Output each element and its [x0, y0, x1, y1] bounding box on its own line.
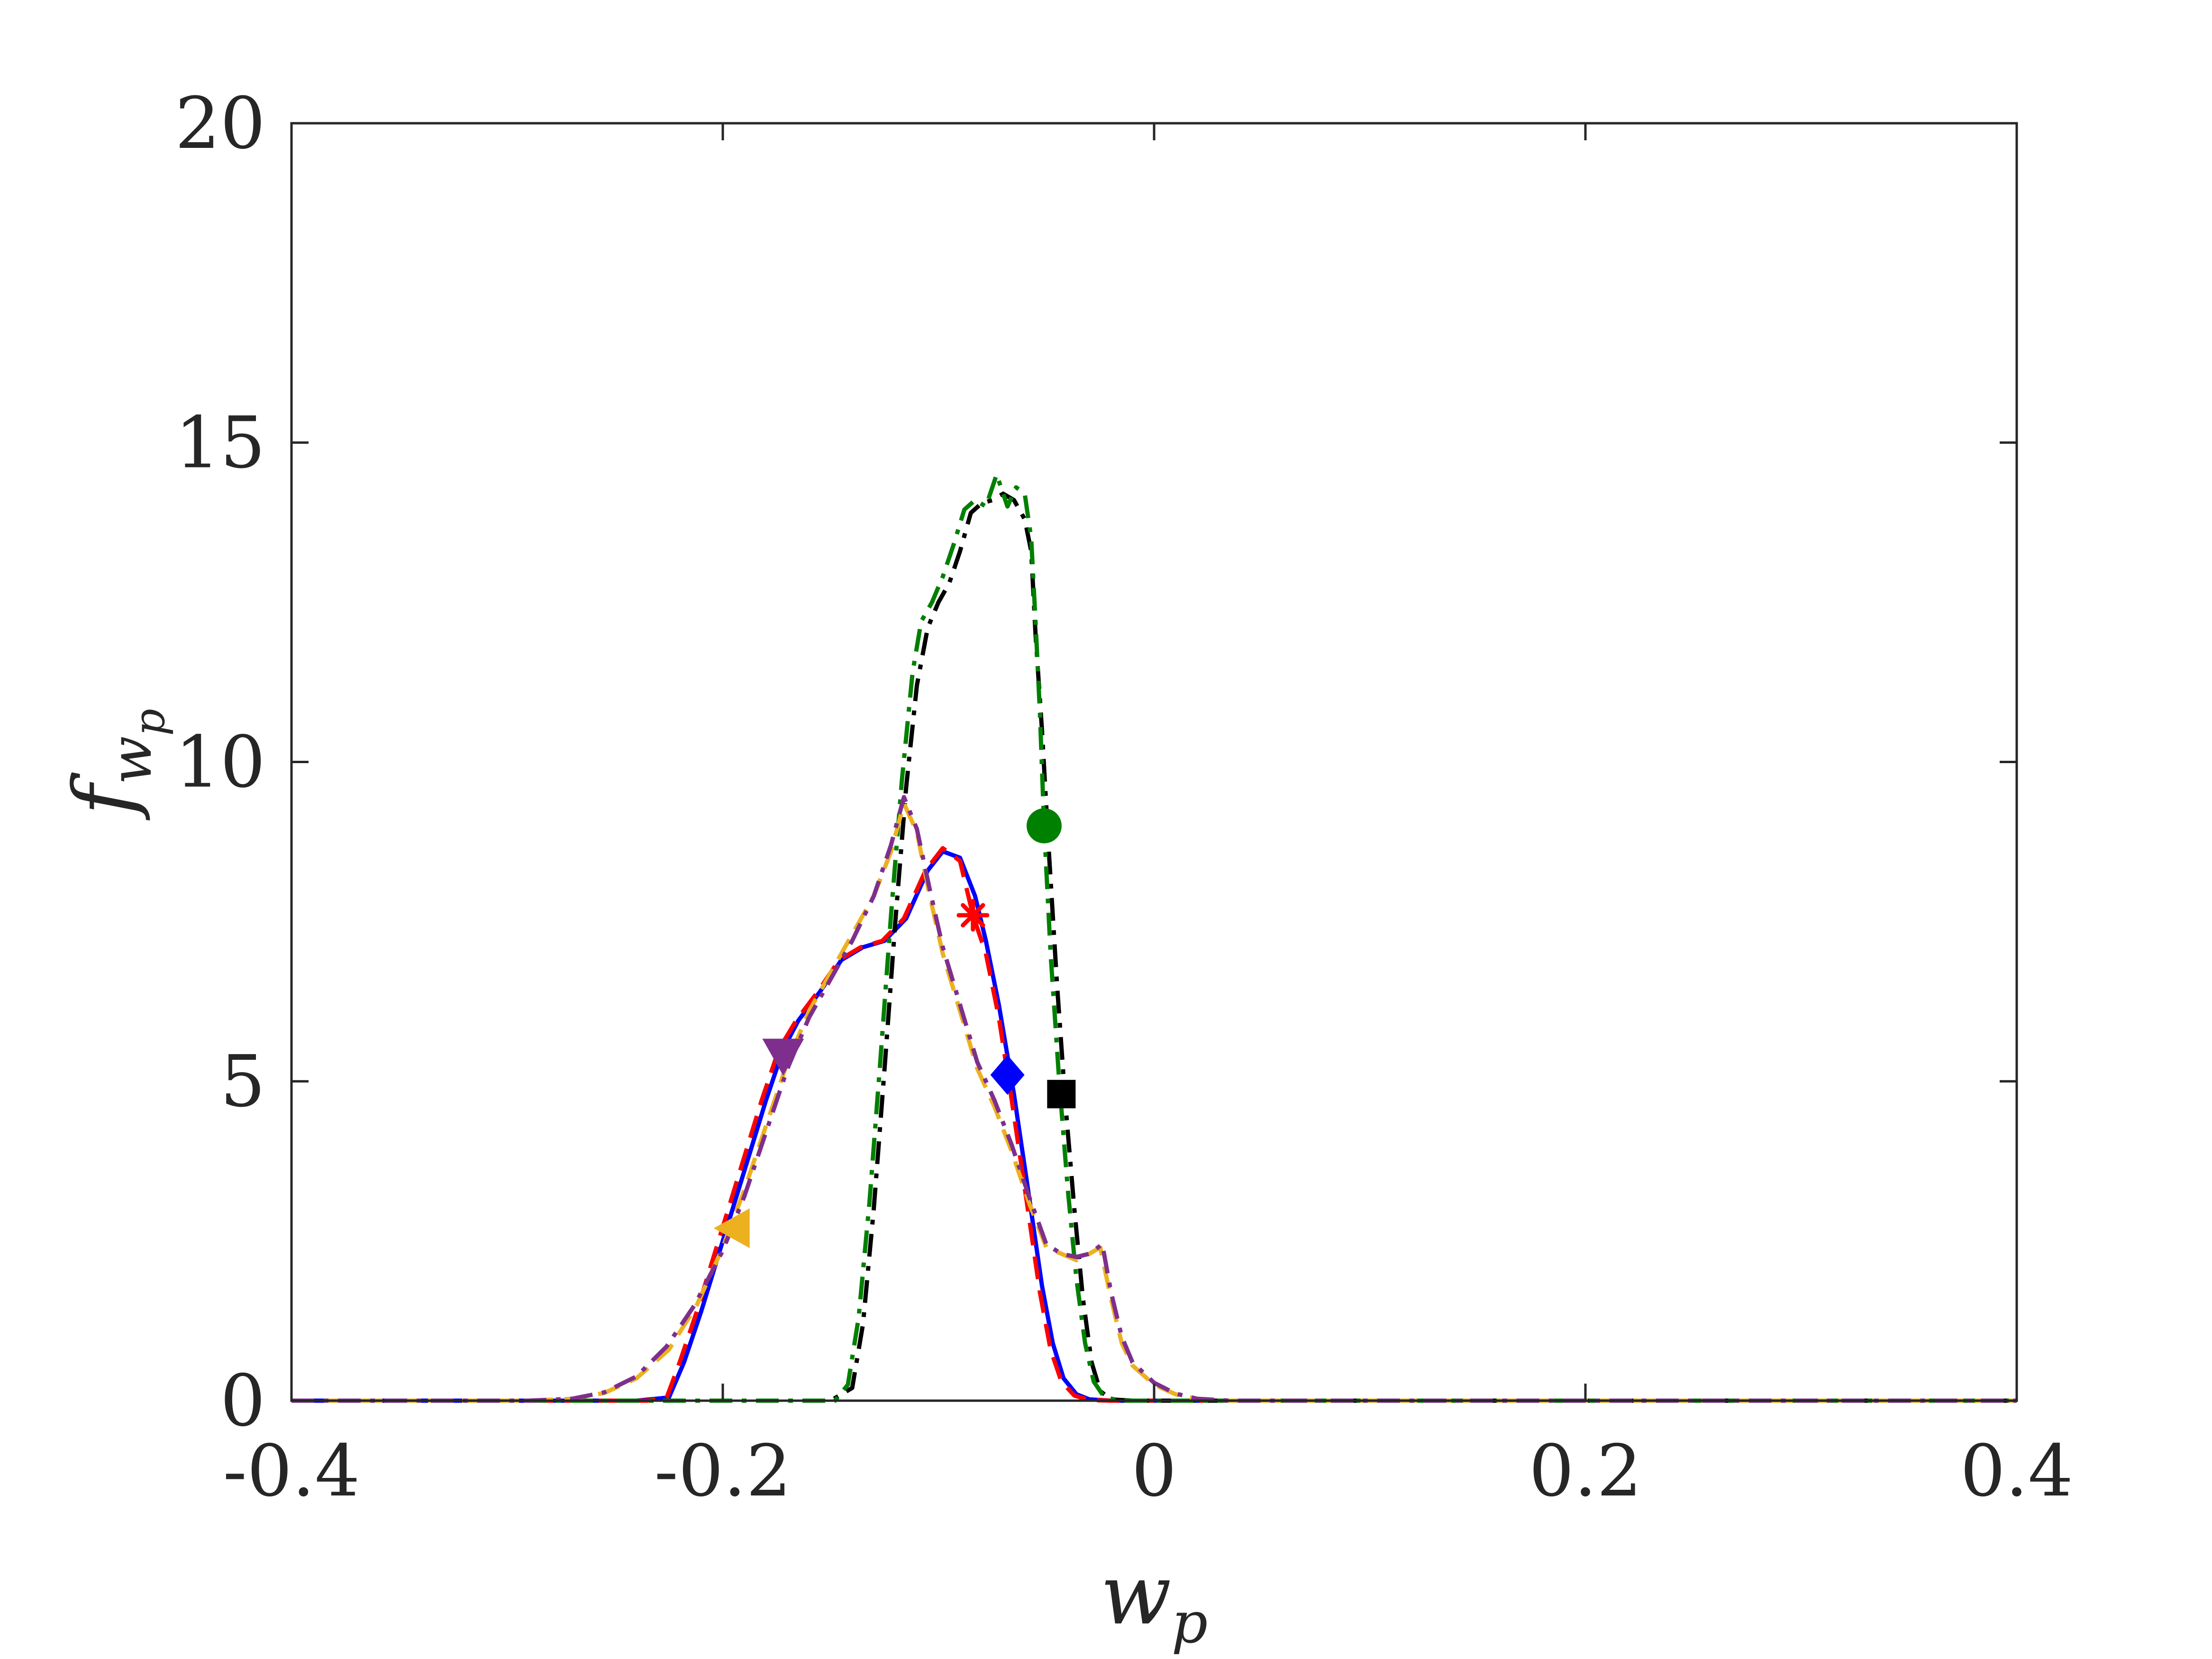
series-marker-1 — [990, 1055, 1025, 1095]
x-tick-label: 0 — [1131, 1430, 1176, 1513]
y-axis-label-sub: w — [99, 736, 164, 785]
y-tick-label: 20 — [175, 82, 265, 165]
y-tick-label: 5 — [220, 1040, 265, 1123]
x-tick-label: 0.2 — [1529, 1430, 1642, 1513]
y-axis-label-subsub: p — [125, 709, 174, 736]
marker-layer — [713, 808, 1076, 1249]
series-line-5 — [291, 801, 2017, 1403]
y-tick-label: 10 — [175, 721, 265, 804]
series-line-2 — [291, 846, 2017, 1403]
series-line-6 — [291, 795, 2017, 1403]
series-marker-5 — [713, 1208, 750, 1249]
series-marker-3 — [1047, 1080, 1076, 1109]
svg-text:fwp: fwp — [56, 709, 174, 820]
x-axis-label-main: w — [1101, 1547, 1172, 1643]
x-tick-label: 0.4 — [1960, 1430, 2074, 1513]
series-marker-2 — [956, 899, 990, 932]
series-marker-4 — [1026, 808, 1062, 844]
series-line-4 — [291, 472, 2017, 1403]
series-line-1 — [291, 849, 2017, 1403]
tick-layer: -0.4 -0.2 0 0.2 0.4 0 5 10 15 20 — [175, 82, 2073, 1513]
axes-box — [290, 122, 2018, 1402]
series-marker-6 — [762, 1039, 804, 1076]
x-tick-label: -0.2 — [654, 1430, 791, 1513]
y-axis-title: fwp — [56, 709, 174, 820]
x-axis-title: wp — [1101, 1547, 1208, 1656]
x-tick-label: -0.4 — [223, 1430, 360, 1513]
x-axis-label-sub: p — [1171, 1590, 1208, 1656]
series-layer — [291, 472, 2017, 1403]
series-line-3 — [291, 492, 2017, 1403]
y-tick-label: 0 — [220, 1360, 265, 1442]
y-tick-label: 15 — [175, 402, 265, 484]
